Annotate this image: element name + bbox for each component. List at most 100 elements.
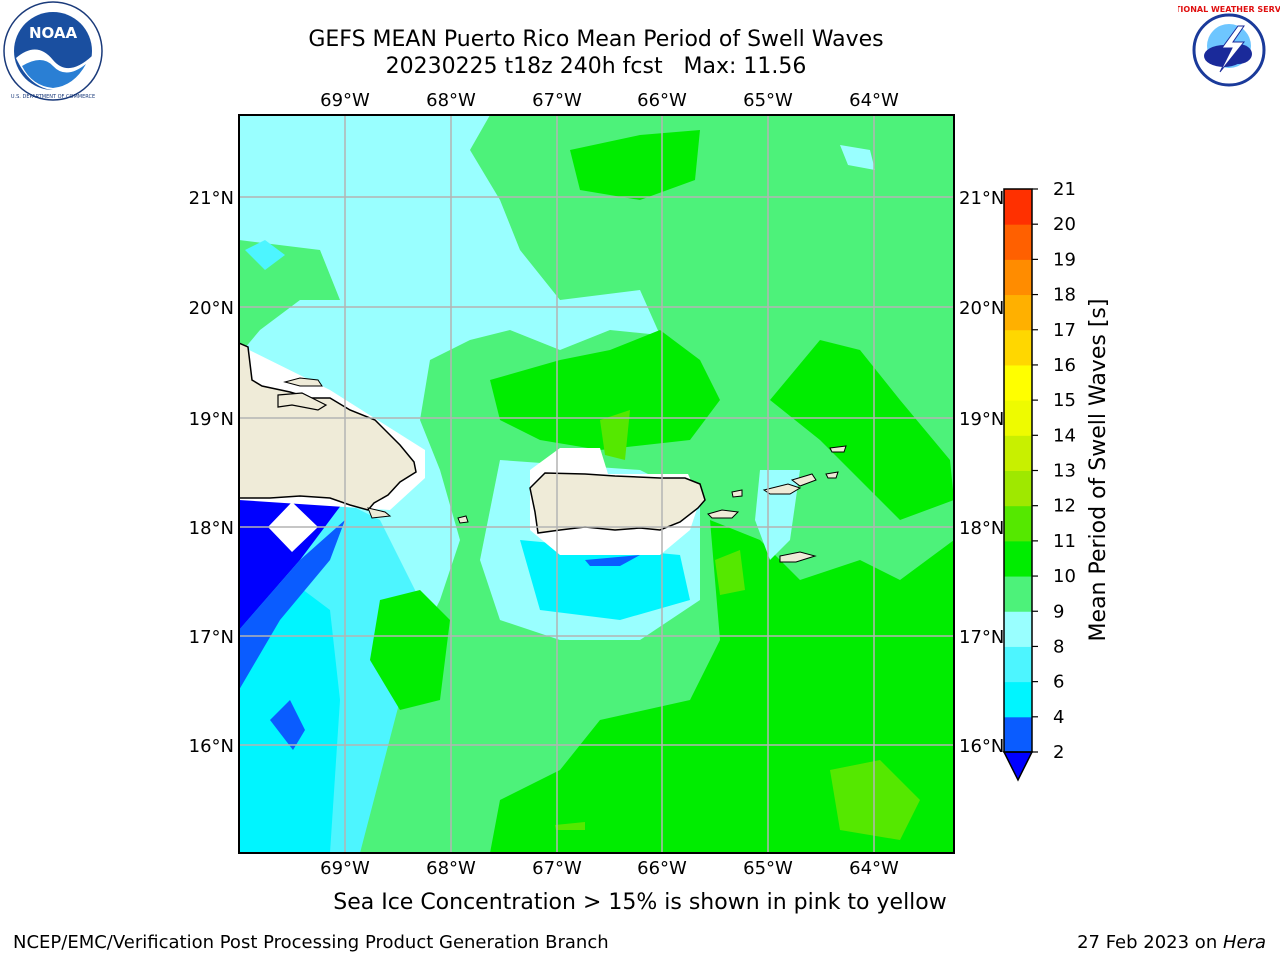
colorbar-segment bbox=[1004, 611, 1032, 647]
lat-label-right: 21°N bbox=[959, 188, 1004, 209]
lat-label-left: 18°N bbox=[189, 518, 234, 539]
land-st-thomas bbox=[762, 483, 802, 495]
lon-label-bottom: 65°W bbox=[743, 858, 793, 879]
chart-title-line1: GEFS MEAN Puerto Rico Mean Period of Swe… bbox=[308, 27, 884, 52]
colorbar-tick-label: 20 bbox=[1053, 214, 1076, 235]
lat-label-right: 16°N bbox=[959, 736, 1004, 757]
lat-label-left: 16°N bbox=[189, 736, 234, 757]
colorbar-segment bbox=[1004, 576, 1032, 612]
contour-period-2-4 bbox=[239, 520, 345, 690]
svg-text:NATIONAL WEATHER SERVICE: NATIONAL WEATHER SERVICE bbox=[1178, 5, 1280, 14]
colorbar-segment bbox=[1004, 364, 1032, 401]
contour-period-10-11-sw bbox=[370, 590, 450, 710]
lat-label-left: 21°N bbox=[189, 188, 234, 209]
colorbar-tick-label: 19 bbox=[1053, 249, 1076, 270]
land-islet bbox=[283, 377, 323, 387]
colorbar-segment bbox=[1004, 189, 1032, 225]
colorbar-segment bbox=[1004, 470, 1032, 507]
lon-label-bottom: 68°W bbox=[426, 858, 476, 879]
land-virgin-gorda bbox=[825, 471, 839, 479]
lon-label-top: 64°W bbox=[849, 90, 899, 111]
lat-label-right: 17°N bbox=[959, 627, 1004, 648]
colorbar-segment bbox=[1004, 329, 1032, 366]
colorbar-tick-label: 21 bbox=[1053, 179, 1076, 200]
noaa-logo-icon: NOAA U.S. DEPARTMENT OF COMMERCE bbox=[3, 1, 103, 101]
colorbar-segment bbox=[1004, 540, 1032, 577]
colorbar-segment bbox=[1004, 400, 1032, 436]
lat-label-right: 18°N bbox=[959, 518, 1004, 539]
contour-period-11-12-c bbox=[830, 760, 920, 840]
colorbar-tick-label: 4 bbox=[1053, 707, 1064, 728]
footer-date-text: 27 Feb 2023 on bbox=[1077, 932, 1223, 953]
land-culebra bbox=[731, 489, 743, 498]
land-saona bbox=[367, 507, 392, 519]
colorbar-tick-label: 17 bbox=[1053, 320, 1076, 341]
colorbar-segment bbox=[1004, 681, 1032, 718]
lon-label-bottom: 64°W bbox=[849, 858, 899, 879]
footer-branch: NCEP/EMC/Verification Post Processing Pr… bbox=[13, 932, 609, 953]
colorbar-tick-label: 18 bbox=[1053, 285, 1076, 306]
lon-label-bottom: 69°W bbox=[320, 858, 370, 879]
colorbar-segment bbox=[1004, 435, 1032, 471]
land-vieques bbox=[707, 509, 740, 519]
map-frame bbox=[238, 114, 955, 854]
colorbar-segment bbox=[1004, 646, 1032, 683]
colorbar-tick-label: 16 bbox=[1053, 355, 1076, 376]
colorbar-segment bbox=[1004, 224, 1032, 260]
nws-logo-icon: NATIONAL WEATHER SERVICE bbox=[1178, 2, 1280, 98]
colorbar-tick-label: 10 bbox=[1053, 566, 1076, 587]
footer-date: 27 Feb 2023 on Hera bbox=[1077, 932, 1266, 953]
colorbar-segment bbox=[1004, 716, 1032, 753]
lon-label-bottom: 67°W bbox=[532, 858, 582, 879]
colorbar-segment bbox=[1004, 259, 1032, 296]
lon-label-top: 65°W bbox=[743, 90, 793, 111]
lat-label-right: 20°N bbox=[959, 298, 1004, 319]
sea-ice-note: Sea Ice Concentration > 15% is shown in … bbox=[333, 890, 947, 915]
chart-title-line2: 20230225 t18z 240h fcst Max: 11.56 bbox=[385, 54, 807, 79]
contour-period-2-4-patch bbox=[270, 700, 305, 750]
lon-label-top: 66°W bbox=[637, 90, 687, 111]
land-st-croix bbox=[779, 551, 817, 563]
lon-label-bottom: 66°W bbox=[637, 858, 687, 879]
land-tortuga bbox=[277, 392, 328, 411]
contour-period-6-8-nw bbox=[245, 240, 285, 270]
contour-period-4-6-center bbox=[520, 540, 690, 620]
colorbar-tick-label: 13 bbox=[1053, 461, 1076, 482]
svg-text:U.S. DEPARTMENT OF COMMERCE: U.S. DEPARTMENT OF COMMERCE bbox=[11, 94, 95, 100]
colorbar-tick-label: 2 bbox=[1053, 742, 1064, 763]
contour-period-2-4-south-pr bbox=[585, 555, 640, 566]
colorbar-tick-label: 9 bbox=[1053, 601, 1064, 622]
contour-period-11-12-b bbox=[715, 550, 745, 595]
colorbar: 2 4 6 8 9 10 11 12 13 14 15 16 17 18 19 20 21 bbox=[1002, 179, 1076, 782]
gridlines bbox=[239, 115, 954, 853]
land-tortola bbox=[790, 473, 817, 487]
footer-machine: Hera bbox=[1222, 932, 1266, 953]
colorbar-tick-label: 14 bbox=[1053, 425, 1076, 446]
contour-period-11-12-d bbox=[555, 822, 585, 830]
colorbar-tick-label: 8 bbox=[1053, 636, 1064, 657]
contour-period-below-2 bbox=[239, 500, 345, 630]
lon-label-top: 68°W bbox=[426, 90, 476, 111]
colorbar-label: Mean Period of Swell Waves [s] bbox=[1086, 299, 1111, 642]
colorbar-tick-label: 15 bbox=[1053, 390, 1076, 411]
colorbar-tick-label: 12 bbox=[1053, 496, 1076, 517]
lat-label-left: 20°N bbox=[189, 298, 234, 319]
colorbar-tick-label: 11 bbox=[1053, 531, 1076, 552]
contour-period-10-11-east bbox=[770, 340, 954, 520]
lon-label-top: 67°W bbox=[532, 90, 582, 111]
colorbar-segment bbox=[1004, 294, 1032, 331]
land-mona bbox=[457, 515, 469, 524]
contour-period-10-11-north bbox=[570, 130, 700, 200]
colorbar-segment bbox=[1004, 505, 1032, 542]
contour-period-11-12-a bbox=[600, 410, 630, 460]
svg-text:NOAA: NOAA bbox=[29, 24, 78, 42]
colorbar-tick-label: 6 bbox=[1053, 672, 1064, 693]
land-hispaniola bbox=[239, 342, 417, 511]
contour-period-8-9-ne bbox=[840, 145, 875, 170]
lat-label-left: 19°N bbox=[189, 409, 234, 430]
lon-label-top: 69°W bbox=[320, 90, 370, 111]
lat-label-left: 17°N bbox=[189, 627, 234, 648]
colorbar-extend-arrow bbox=[1002, 751, 1034, 782]
land-anegada bbox=[829, 445, 847, 453]
